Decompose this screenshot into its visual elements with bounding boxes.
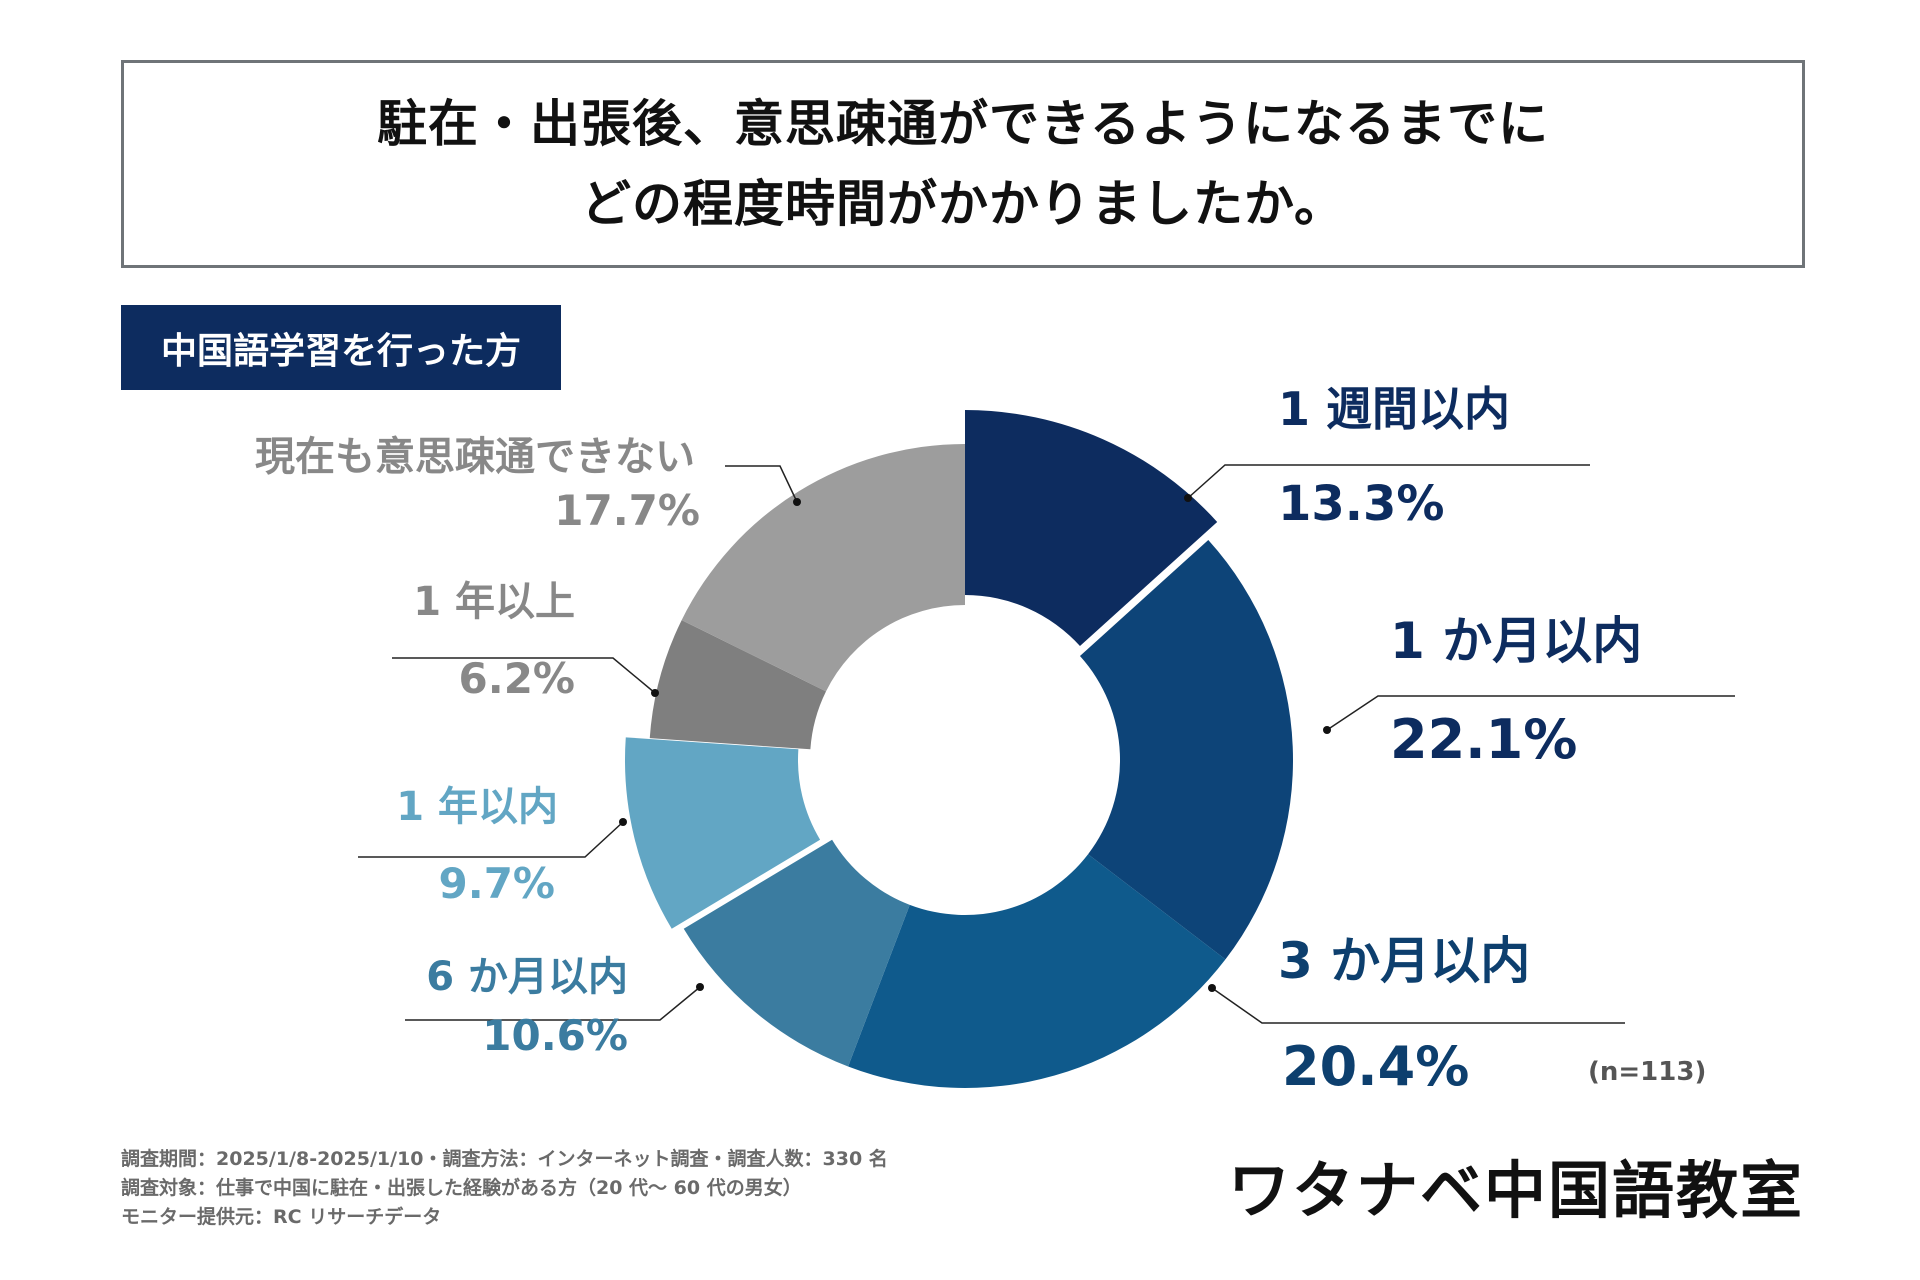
- donut-slice-6: [681, 444, 965, 692]
- donut-slice-5: [649, 620, 827, 750]
- leader-line-4: [358, 821, 624, 858]
- leader-line-0: [1187, 464, 1590, 499]
- leader-line-2: [1211, 987, 1625, 1024]
- category-label-6: 現在も意思疎通できない: [255, 434, 695, 480]
- value-label-5: 6.2%: [459, 654, 575, 703]
- value-label-2: 20.4%: [1282, 1035, 1469, 1098]
- leader-dot-1: [1323, 726, 1331, 734]
- footnote-period: 調査期間：2025/1/8-2025/1/10・調査方法：インターネット調査・調…: [121, 1148, 888, 1170]
- value-label-6: 17.7%: [554, 486, 700, 535]
- title-line-2: どの程度時間がかかりましたか。: [581, 175, 1345, 233]
- category-label-4: 1 年以内: [396, 784, 558, 830]
- leader-line-1: [1326, 695, 1735, 731]
- sample-size-note: (n=113): [1588, 1057, 1706, 1087]
- category-label-5: 1 年以上: [413, 579, 575, 625]
- value-label-1: 22.1%: [1390, 708, 1577, 771]
- brand-logo-text: ワタナベ中国語教室: [1228, 1154, 1805, 1227]
- value-label-0: 13.3%: [1278, 476, 1445, 532]
- category-label-3: 6 か月以内: [426, 954, 628, 1000]
- category-label-1: 1 か月以内: [1390, 612, 1642, 670]
- footnote-target: 調査対象：仕事で中国に駐在・出張した経験がある方（20 代～ 60 代の男女）: [121, 1177, 802, 1199]
- leader-line-3: [405, 986, 701, 1021]
- respondent-badge: 中国語学習を行った方: [121, 305, 561, 390]
- value-label-4: 9.7%: [439, 859, 555, 908]
- value-label-3: 10.6%: [482, 1011, 628, 1060]
- category-label-2: 3 か月以内: [1278, 932, 1530, 990]
- leader-dot-0: [1184, 494, 1192, 502]
- leader-dot-5: [651, 689, 659, 697]
- title-line-1: 駐在・出張後、意思疎通ができるようになるまでに: [377, 95, 1549, 153]
- leader-dot-6: [793, 498, 801, 506]
- donut-slice-1: [1079, 540, 1293, 960]
- title-box: 駐在・出張後、意思疎通ができるようになるまでに どの程度時間がかかりましたか。: [121, 60, 1805, 268]
- survey-footnote: 調査期間：2025/1/8-2025/1/10・調査方法：インターネット調査・調…: [121, 1145, 888, 1232]
- leader-dot-3: [696, 983, 704, 991]
- leader-line-5: [392, 657, 656, 694]
- leader-line-6: [725, 465, 798, 503]
- donut-slice-0: [965, 410, 1218, 647]
- donut-slice-4: [625, 737, 821, 929]
- footnote-source: モニター提供元：RC リサーチデータ: [121, 1206, 442, 1228]
- leader-dot-2: [1208, 984, 1216, 992]
- donut-slice-3: [683, 839, 910, 1067]
- leader-dot-4: [619, 818, 627, 826]
- category-label-0: 1 週間以内: [1278, 382, 1510, 436]
- donut-slice-2: [848, 854, 1226, 1088]
